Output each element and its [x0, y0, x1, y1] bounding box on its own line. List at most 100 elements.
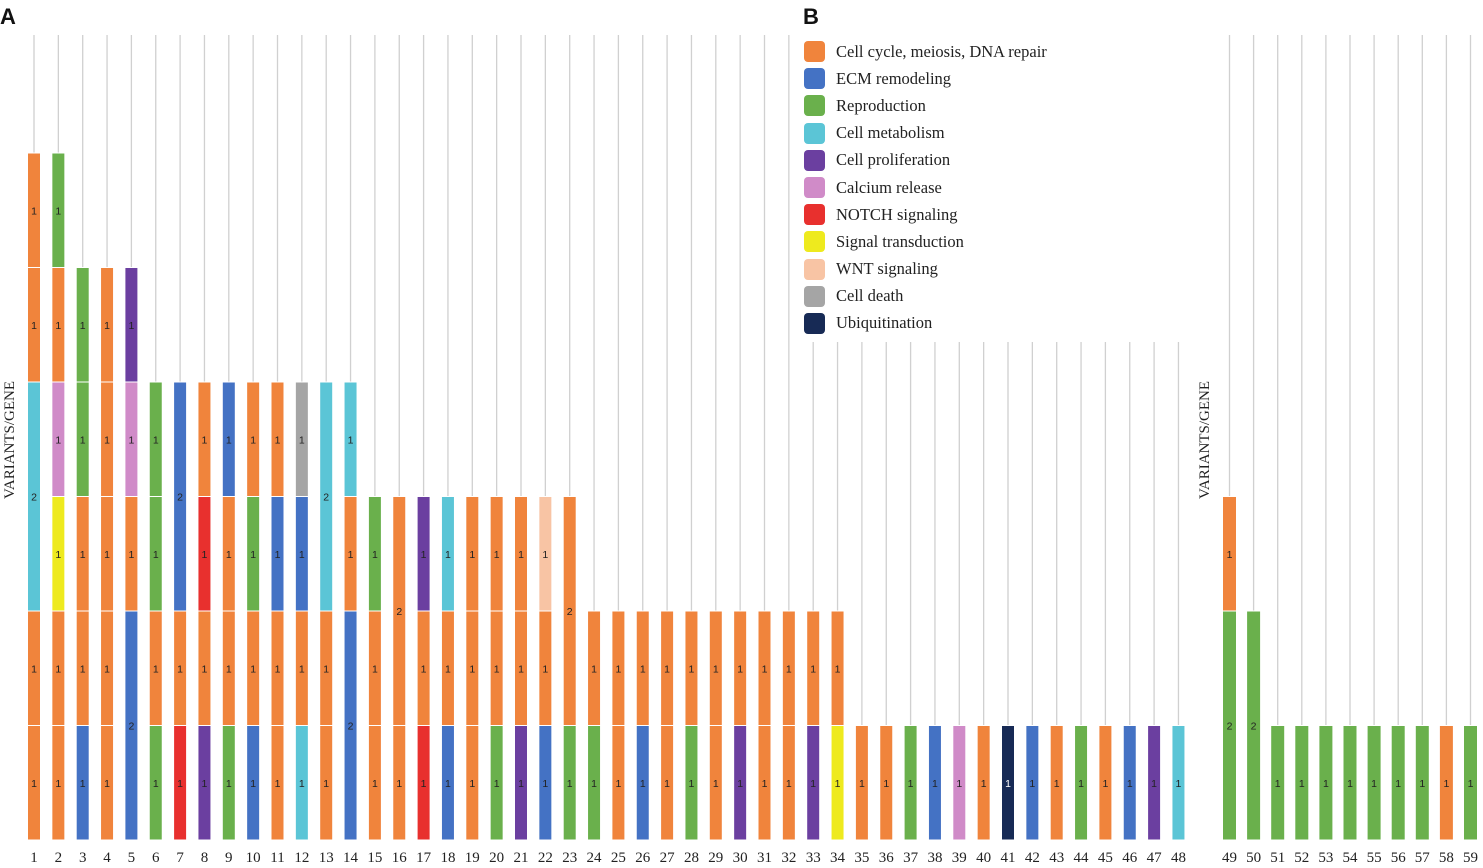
data-label-a: 1 [469, 549, 475, 561]
data-label-a: 1 [202, 549, 208, 561]
data-label-a: 1 [348, 434, 354, 446]
data-label-a: 1 [591, 663, 597, 675]
tick-label-a: 27 [660, 850, 676, 866]
legend-label: Cell metabolism [836, 123, 945, 143]
tick-label-a: 23 [562, 850, 577, 866]
data-label-a: 1 [1005, 778, 1011, 790]
legend-label: Signal transduction [836, 231, 964, 251]
data-label-a: 1 [372, 778, 378, 790]
tick-label-a: 2 [55, 850, 63, 866]
tick-label-a: 14 [343, 850, 359, 866]
data-label-a: 1 [250, 778, 256, 790]
data-label-a: 1 [372, 549, 378, 561]
bar-segment-a [1098, 725, 1113, 841]
legend-label: Cell death [836, 286, 904, 306]
bar-segment-b [1366, 725, 1382, 841]
data-label-a: 1 [883, 778, 889, 790]
data-label-a: 1 [202, 778, 208, 790]
data-label-a: 1 [664, 778, 670, 790]
bar-segment-a [1001, 725, 1015, 841]
data-label-a: 1 [372, 663, 378, 675]
bar-segment-a [51, 152, 66, 268]
bar-segment-a [246, 381, 261, 497]
data-label-a: 2 [396, 606, 402, 618]
legend-label: Calcium release [836, 177, 942, 197]
tick-label-a: 25 [611, 850, 626, 866]
data-label-a: 1 [128, 549, 134, 561]
tick-label-a: 17 [416, 850, 432, 866]
bar-segment-b [1270, 725, 1286, 841]
data-label-a: 1 [713, 663, 719, 675]
data-label-a: 1 [55, 778, 61, 790]
y-axis-label-b: VARIANTS/GENE [1197, 381, 1213, 499]
legend-item: Cell death [804, 283, 1104, 310]
bar-segment-a [708, 610, 723, 726]
data-label-a: 1 [494, 549, 500, 561]
legend-swatch [804, 177, 825, 199]
data-label-a: 1 [226, 778, 232, 790]
data-label-a: 2 [567, 606, 573, 618]
data-label-a: 1 [1176, 778, 1182, 790]
data-label-a: 1 [104, 778, 110, 790]
data-label-a: 1 [835, 778, 841, 790]
data-label-a: 1 [762, 663, 768, 675]
data-label-a: 1 [494, 778, 500, 790]
bar-segment-a [1025, 725, 1040, 841]
bar-segment-a [1049, 725, 1064, 841]
data-label-b: 1 [1323, 778, 1329, 790]
data-label-a: 1 [153, 434, 159, 446]
data-label-a: 1 [348, 549, 354, 561]
legend-swatch [804, 258, 825, 280]
data-label-a: 1 [31, 778, 37, 790]
legend-label: Reproduction [836, 95, 926, 115]
data-label-a: 2 [128, 721, 134, 733]
legend-label: Ubiquitination [836, 313, 933, 333]
legend-swatch [804, 41, 825, 63]
bar-segment-a [611, 610, 626, 726]
data-label-a: 1 [80, 320, 86, 332]
data-label-a: 1 [55, 205, 61, 217]
tick-label-a: 15 [367, 850, 382, 866]
data-label-a: 1 [518, 549, 524, 561]
data-label-a: 1 [104, 663, 110, 675]
bar-segment-a [343, 381, 358, 497]
tick-label-b: 59 [1463, 850, 1478, 866]
bar-segment-a [1147, 725, 1162, 841]
data-label-b: 1 [1299, 778, 1305, 790]
data-label-a: 1 [689, 778, 695, 790]
data-label-a: 1 [299, 434, 305, 446]
tick-label-a: 36 [879, 850, 895, 866]
tick-label-a: 1 [30, 850, 38, 866]
legend-item: NOTCH signaling [804, 201, 1104, 228]
bar-segment-b [1222, 496, 1237, 612]
data-label-a: 1 [31, 663, 37, 675]
data-label-a: 1 [128, 320, 134, 332]
bar-segment-a [562, 496, 577, 726]
legend-label: NOTCH signaling [836, 204, 958, 224]
data-label-a: 1 [615, 663, 621, 675]
data-label-a: 1 [786, 778, 792, 790]
data-label-b: 2 [1227, 721, 1233, 733]
data-label-a: 1 [1054, 778, 1060, 790]
legend-item: WNT signaling [804, 256, 1104, 283]
bar-segment-a [319, 381, 334, 612]
tick-label-a: 5 [128, 850, 136, 866]
data-label-a: 1 [55, 549, 61, 561]
data-label-a: 1 [153, 663, 159, 675]
data-label-a: 1 [469, 778, 475, 790]
data-label-a: 1 [396, 778, 402, 790]
data-label-b: 1 [1371, 778, 1377, 790]
tick-label-b: 55 [1367, 850, 1382, 866]
data-label-a: 1 [810, 663, 816, 675]
data-label-a: 1 [202, 434, 208, 446]
data-label-a: 1 [275, 663, 281, 675]
data-label-b: 1 [1347, 778, 1353, 790]
tick-label-a: 45 [1098, 850, 1113, 866]
tick-label-a: 3 [79, 850, 87, 866]
bar-segment-b [1294, 725, 1310, 841]
bar-segment-a [757, 610, 772, 726]
tick-label-a: 20 [489, 850, 504, 866]
legend-swatch [804, 68, 825, 90]
legend-item: Signal transduction [804, 228, 1104, 255]
